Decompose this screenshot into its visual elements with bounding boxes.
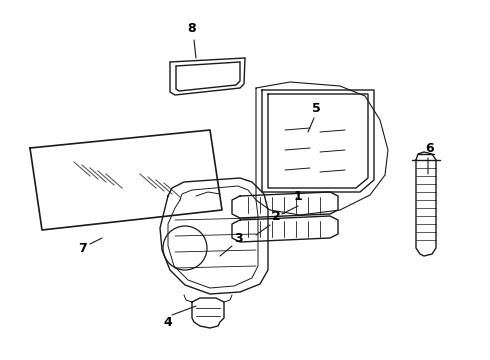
Text: 1: 1 [294,189,302,202]
Text: 7: 7 [77,242,86,255]
Text: 3: 3 [234,231,243,244]
Text: 4: 4 [164,315,172,328]
Text: 5: 5 [312,102,320,114]
Text: 8: 8 [188,22,196,35]
Text: 2: 2 [271,210,280,222]
Text: 6: 6 [426,141,434,154]
